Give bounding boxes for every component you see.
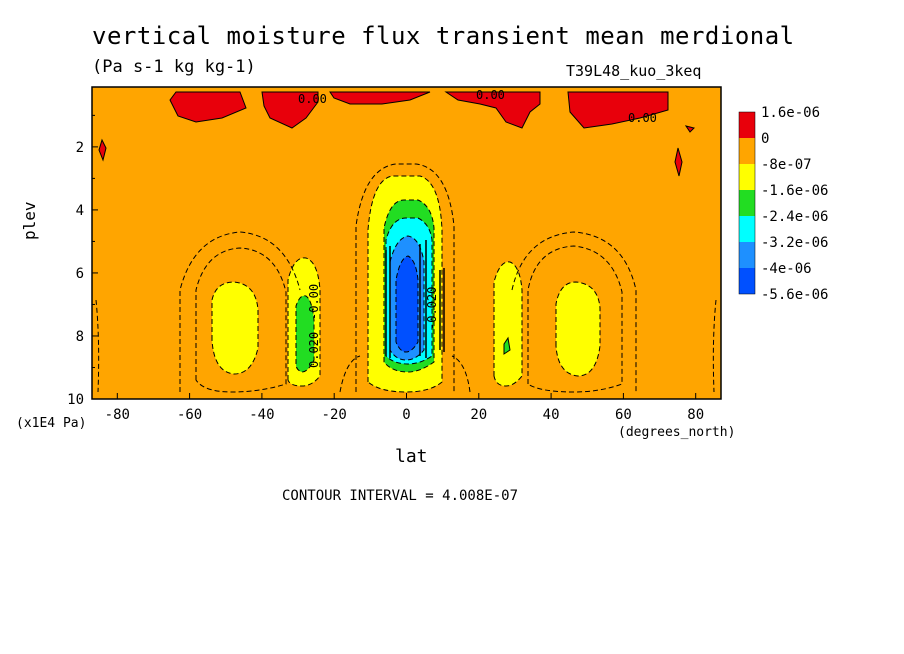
dashed-contour — [179, 231, 301, 392]
x-tick-label: -80 — [105, 407, 130, 423]
legend-swatch — [739, 216, 755, 242]
legend-swatch — [739, 268, 755, 294]
dashed-contour — [451, 355, 471, 393]
x-tick-label: -20 — [322, 407, 347, 423]
positive-region — [567, 91, 669, 129]
x-tick-label: -60 — [177, 407, 202, 423]
dashed-contour — [195, 247, 287, 393]
legend-label: -1.6e-06 — [761, 183, 828, 199]
equatorial-band-darkblue — [395, 255, 419, 353]
y-tick-label: 8 — [76, 329, 84, 345]
x-axis-units: (degrees_north) — [618, 425, 736, 440]
positive-region — [674, 147, 683, 177]
color-legend: 1.6e-06 0 -8e-07 -1.6e-06 -2.4e-06 -3.2e-06 -4… — [738, 105, 828, 303]
chart-units: (Pa s-1 kg kg-1) — [92, 57, 256, 77]
legend-label: -5.6e-06 — [761, 287, 828, 303]
dashed-contour — [339, 355, 361, 393]
nh-lobe-green — [503, 336, 511, 355]
y-tick-label: 4 — [76, 203, 84, 219]
contour-interval: CONTOUR INTERVAL = 4.008E-07 — [282, 488, 519, 504]
nh-lobe-yellow-2 — [555, 281, 601, 377]
legend-swatch — [739, 242, 755, 268]
contour-label: -0.020 — [425, 287, 439, 330]
legend-swatch — [739, 138, 755, 164]
dashed-contour — [355, 163, 455, 392]
dense-contours — [385, 240, 445, 358]
contour-label: 0.020 — [307, 332, 321, 368]
contour-label: 0.00 — [298, 92, 327, 106]
sh-lobe-yellow — [211, 281, 259, 375]
dashed-contour — [527, 245, 623, 393]
legend-label: -3.2e-06 — [761, 235, 828, 251]
nh-lobe-yellow — [493, 261, 523, 387]
legend-label: -8e-07 — [761, 157, 812, 173]
run-id: T39L48_kuo_3keq — [566, 62, 702, 80]
y-tick-label: 2 — [76, 140, 84, 156]
dashed-contour — [95, 299, 100, 393]
y-axis-units: (x1E4 Pa) — [16, 416, 87, 431]
dashed-contour — [712, 299, 717, 393]
positive-region — [169, 91, 247, 123]
filled-contours — [92, 87, 721, 399]
sh-lobe-green — [295, 295, 315, 373]
x-axis-label: lat — [395, 446, 428, 467]
x-tick-label: 80 — [687, 407, 704, 423]
x-tick-label: -40 — [249, 407, 274, 423]
dashed-contour — [511, 231, 637, 392]
positive-region — [444, 91, 541, 129]
y-tick-label: 6 — [76, 266, 84, 282]
legend-label: -2.4e-06 — [761, 209, 828, 225]
x-tick-label: 60 — [615, 407, 632, 423]
axes: -80 -60 -40 -20 0 20 40 60 80 2 4 6 8 10 — [67, 114, 704, 423]
legend-swatch — [739, 112, 755, 138]
legend-label: -4e-06 — [761, 261, 812, 277]
positive-region — [98, 138, 107, 162]
positive-region — [684, 125, 695, 133]
legend-swatch — [739, 190, 755, 216]
contour-label: 0.00 — [476, 88, 505, 102]
legend-frame — [738, 111, 756, 295]
x-tick-label: 0 — [402, 407, 410, 423]
positive-region — [329, 91, 431, 105]
legend-label: 1.6e-06 — [761, 105, 820, 121]
y-tick-label: 10 — [67, 392, 84, 408]
chart-title: vertical moisture flux transient mean me… — [92, 22, 795, 50]
legend-swatch — [739, 164, 755, 190]
x-tick-label: 40 — [543, 407, 560, 423]
contour-label: -0.00 — [307, 284, 321, 320]
x-tick-label: 20 — [470, 407, 487, 423]
contour-label: 0.00 — [628, 111, 657, 125]
legend-label: 0 — [761, 131, 769, 147]
positive-region — [261, 91, 319, 129]
